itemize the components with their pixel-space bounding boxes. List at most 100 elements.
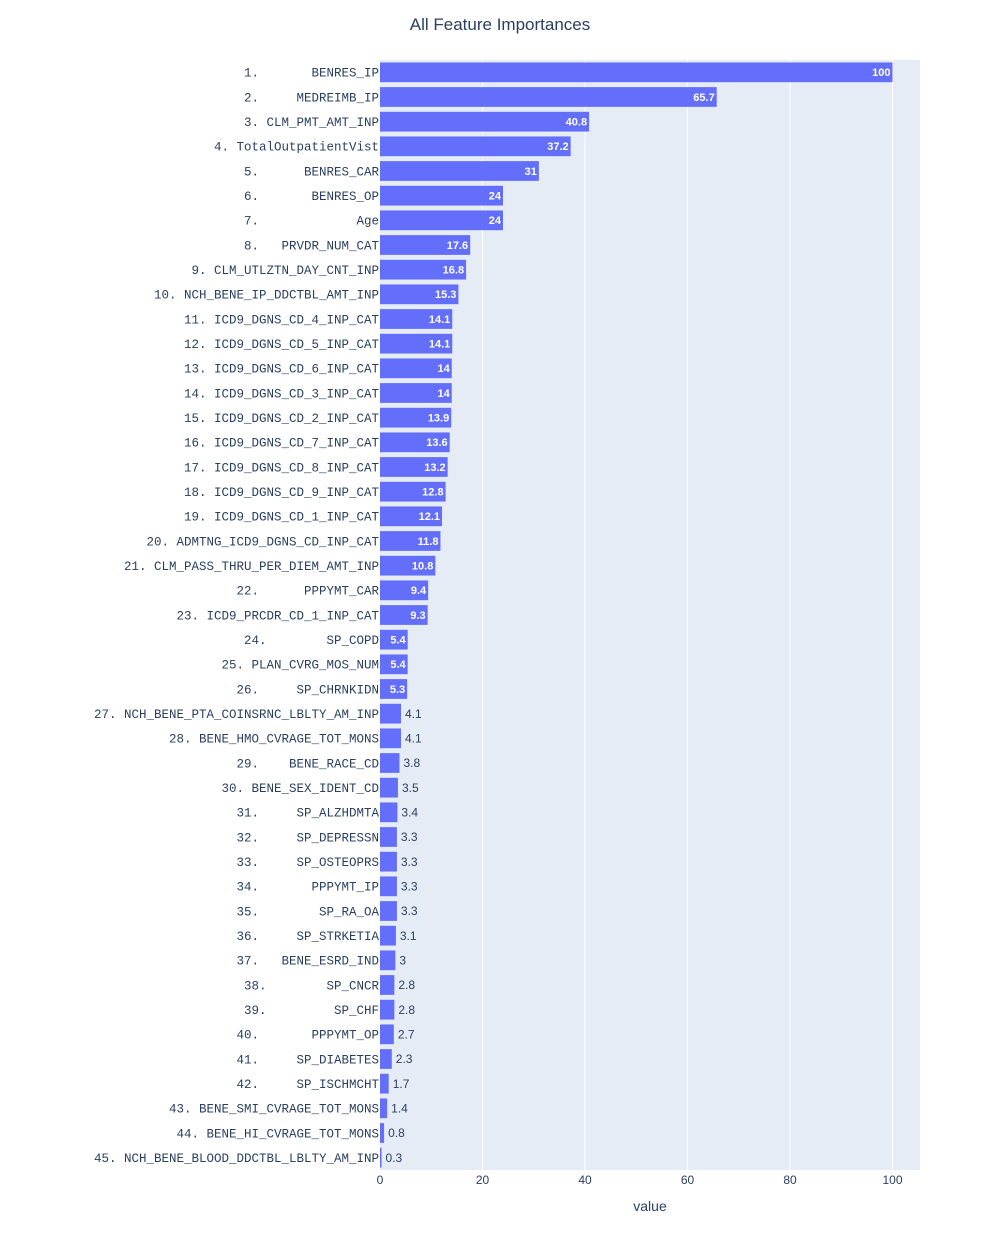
y-tick-label: 20. ADMTNG_ICD9_DGNS_CD_INP_CAT (146, 535, 379, 549)
bar-value-label: 0.8 (388, 1126, 405, 1140)
y-tick-label: 38. SP_CNCR (244, 979, 380, 993)
bar (380, 235, 471, 255)
y-tick-label: 11. ICD9_DGNS_CD_4_INP_CAT (184, 313, 380, 327)
bar-value-label: 16.8 (443, 265, 464, 277)
y-tick-label: 45. NCH_BENE_BLOOD_DDCTBL_LBLTY_AM_INP (94, 1152, 379, 1166)
y-tick-label: 6. BENRES_OP (244, 190, 379, 204)
bar (380, 728, 402, 749)
bar-value-label: 14.1 (429, 339, 450, 351)
y-tick-label: 34. PPPYMT_IP (236, 881, 379, 895)
bar (380, 457, 448, 477)
y-tick-label: 24. SP_COPD (244, 634, 379, 648)
grid-lines (482, 60, 893, 1170)
bar (380, 383, 452, 403)
x-tick-label: 80 (783, 1173, 797, 1187)
y-tick-labels: 1. BENRES_IP 2. MEDREIMB_IP 3. CLM_PMT_AMT… (94, 67, 380, 1166)
bar-value-label: 2.8 (398, 978, 415, 992)
bar-value-label: 1.7 (393, 1077, 410, 1091)
y-tick-label: 12. ICD9_DGNS_CD_5_INP_CAT (184, 338, 380, 352)
y-tick-label: 14. ICD9_DGNS_CD_3_INP_CAT (184, 387, 380, 401)
y-tick-label: 4. TotalOutpatientVist (214, 141, 379, 155)
bar (380, 531, 441, 551)
y-tick-label: 23. ICD9_PRCDR_CD_1_INP_CAT (176, 609, 379, 623)
x-axis-title: value (633, 1198, 667, 1214)
bar-value-label: 0.3 (386, 1151, 403, 1165)
bar-value-label: 15.3 (435, 289, 456, 301)
bars (380, 62, 893, 1168)
bar (380, 777, 398, 798)
bar-value-label: 9.4 (411, 585, 427, 597)
y-tick-label: 19. ICD9_DGNS_CD_1_INP_CAT (184, 511, 380, 525)
bar (380, 1098, 388, 1119)
bar (380, 210, 503, 231)
bar-value-label: 11.8 (418, 536, 439, 548)
bar-value-label: 3.3 (401, 904, 418, 918)
bar-value-label: 12.1 (419, 511, 440, 523)
bar-value-label: 3.3 (401, 830, 418, 844)
bar-value-label: 14 (438, 388, 451, 400)
bar-value-label: 2.3 (396, 1052, 413, 1066)
bar-value-label: 9.3 (410, 610, 425, 622)
y-tick-label: 16. ICD9_DGNS_CD_7_INP_CAT (184, 437, 380, 451)
y-tick-label: 22. PPPYMT_CAR (236, 585, 379, 599)
chart-title: All Feature Importances (410, 15, 590, 34)
y-tick-label: 9. CLM_UTLZTN_DAY_CNT_INP (191, 264, 379, 278)
y-tick-label: 26. SP_CHRNKIDN (236, 683, 379, 697)
y-tick-label: 8. PRVDR_NUM_CAT (244, 239, 380, 253)
x-tick-label: 60 (681, 1173, 695, 1187)
bar-value-label: 13.2 (424, 462, 445, 474)
bar-value-label: 14 (438, 363, 451, 375)
bar (380, 1049, 392, 1069)
y-tick-label: 40. PPPYMT_OP (236, 1029, 379, 1043)
bar-value-label: 1.4 (391, 1102, 408, 1116)
bar (380, 333, 453, 354)
y-tick-label: 21. CLM_PASS_THRU_PER_DIEM_AMT_INP (124, 560, 379, 574)
bar-value-label: 3.8 (403, 756, 420, 770)
bar-value-label: 31 (525, 166, 537, 178)
bar (380, 703, 402, 724)
bar (380, 876, 397, 897)
y-tick-label: 32. SP_DEPRESSN (236, 831, 379, 845)
bar-value-label: 5.3 (390, 684, 405, 696)
bar-value-label: 2.7 (398, 1028, 415, 1042)
y-tick-label: 44. BENE_HI_CVRAGE_TOT_MONS (176, 1127, 379, 1141)
bar (380, 654, 408, 675)
bar-value-label: 3.4 (401, 806, 418, 820)
bar-value-label: 3.3 (401, 880, 418, 894)
bar-value-label: 13.9 (428, 413, 449, 425)
bar (380, 679, 408, 699)
y-tick-label: 35. SP_RA_OA (236, 905, 379, 919)
y-tick-label: 15. ICD9_DGNS_CD_2_INP_CAT (184, 412, 380, 426)
x-tick-label: 100 (882, 1173, 902, 1187)
bar-value-label: 24 (489, 191, 502, 203)
bar (380, 1024, 394, 1045)
bar-value-label: 13.6 (426, 437, 447, 449)
bar (380, 432, 450, 453)
y-tick-label: 43. BENE_SMI_CVRAGE_TOT_MONS (169, 1103, 379, 1117)
bar (380, 629, 408, 650)
bar (380, 753, 400, 773)
bar (380, 481, 446, 502)
x-tick-label: 40 (578, 1173, 592, 1187)
bar-value-label: 100 (872, 67, 890, 79)
bar-value-label: 17.6 (447, 240, 468, 252)
bar-value-label: 40.8 (566, 117, 587, 129)
bar (380, 555, 436, 576)
bar-value-label: 24 (489, 215, 502, 227)
y-tick-label: 37. BENE_ESRD_IND (236, 955, 379, 969)
y-tick-label: 28. BENE_HMO_CVRAGE_TOT_MONS (169, 733, 379, 747)
y-tick-label: 36. SP_STRKETIA (236, 930, 379, 944)
bar-value-label: 5.4 (390, 635, 406, 647)
x-tick-labels: 0 20 40 60 80 100 (377, 1173, 903, 1187)
y-tick-label: 7. Age (244, 215, 379, 229)
y-tick-label: 31. SP_ALZHDMTA (236, 807, 379, 821)
bar (380, 605, 428, 625)
bar (380, 62, 893, 83)
bar (380, 358, 452, 379)
bar-value-label: 3.3 (401, 855, 418, 869)
y-tick-label: 5. BENRES_CAR (244, 165, 380, 179)
bar (380, 975, 395, 995)
y-tick-label: 30. BENE_SEX_IDENT_CD (221, 782, 379, 796)
bar (380, 506, 443, 527)
